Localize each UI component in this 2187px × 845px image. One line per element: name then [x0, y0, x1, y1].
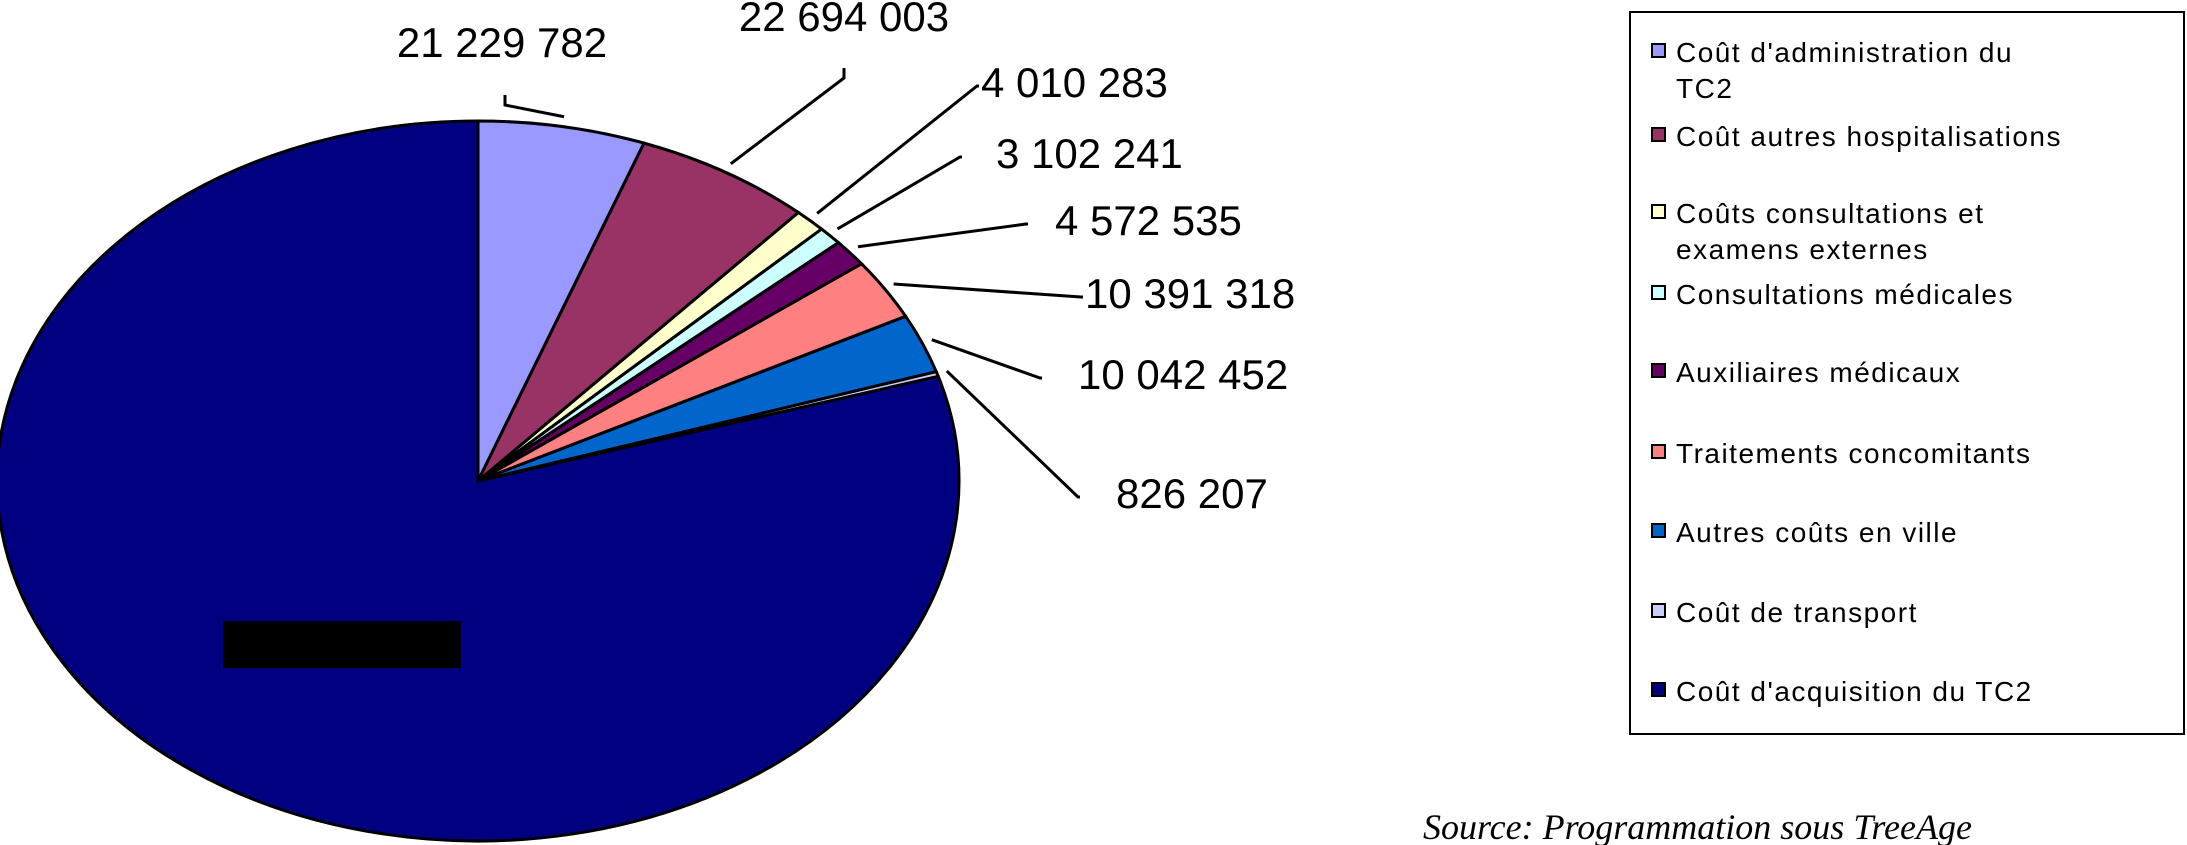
- data-label: 826 207: [1116, 470, 1268, 517]
- data-label: 10 391 318: [1085, 270, 1295, 317]
- legend-label: Coûts consultations et examens externes: [1676, 198, 1985, 265]
- leader-line: [931, 338, 1042, 380]
- label-box: [223, 621, 461, 669]
- data-label: 22 694 003: [739, 0, 949, 40]
- legend-item: Consultations médicales: [1651, 277, 2014, 313]
- legend-label: Auxiliaires médicaux: [1676, 357, 1962, 388]
- leader-line: [836, 155, 962, 231]
- legend-swatch: [1651, 363, 1666, 378]
- legend-item: Coûts consultations et examens externes: [1651, 196, 2056, 268]
- legend-swatch: [1651, 285, 1666, 300]
- legend-swatch: [1651, 444, 1666, 459]
- data-label: 3 102 241: [996, 130, 1183, 177]
- legend-item: Traitements concomitants: [1651, 436, 2032, 472]
- chart: 21 229 782 22 694 003 4 010 283 3 102 241 4 …: [0, 0, 1295, 843]
- source-note: Source: Programmation sous TreeAge: [1423, 807, 1972, 845]
- legend-label: Traitements concomitants: [1676, 438, 2032, 469]
- pie-slice: [476, 141, 801, 483]
- legend-label: Coût de transport: [1676, 597, 1918, 628]
- legend-item: Coût de transport: [1651, 595, 1918, 631]
- leader-line: [945, 369, 1080, 499]
- legend-item: Autres coûts en ville: [1651, 515, 1958, 551]
- legend-swatch: [1651, 523, 1666, 538]
- legend-label: Consultations médicales: [1676, 279, 2014, 310]
- legend-swatch: [1651, 682, 1666, 697]
- legend-label: Coût d'administration du TC2: [1676, 37, 2014, 104]
- data-label: 10 042 452: [1078, 351, 1288, 398]
- data-label: 4 572 535: [1055, 197, 1242, 244]
- legend-swatch: [1651, 603, 1666, 618]
- data-label: 301 644 646: [225, 621, 459, 668]
- leader-line: [816, 84, 979, 215]
- pie-slice: [476, 119, 647, 482]
- legend-swatch: [1651, 43, 1666, 58]
- legend-label: Coût autres hospitalisations: [1676, 121, 2062, 152]
- legend-swatch: [1651, 204, 1666, 219]
- legend-item: Coût autres hospitalisations: [1651, 119, 2062, 155]
- data-label: 21 229 782: [397, 19, 607, 66]
- leader-line: [857, 222, 1028, 249]
- legend: Coût d'administration du TC2 Coût autres …: [1629, 11, 2185, 735]
- legend-item: Coût d'acquisition du TC2: [1651, 674, 2033, 710]
- legend-item: Auxiliaires médicaux: [1651, 355, 1961, 391]
- legend-label: Coût d'acquisition du TC2: [1676, 676, 2033, 707]
- data-label: 4 010 283: [981, 59, 1168, 106]
- legend-swatch: [1651, 127, 1666, 142]
- legend-item: Coût d'administration du TC2: [1651, 35, 2056, 107]
- leader-line: [503, 95, 565, 119]
- leader-line: [729, 68, 846, 165]
- leader-line: [893, 282, 1083, 299]
- legend-label: Autres coûts en ville: [1676, 517, 1959, 548]
